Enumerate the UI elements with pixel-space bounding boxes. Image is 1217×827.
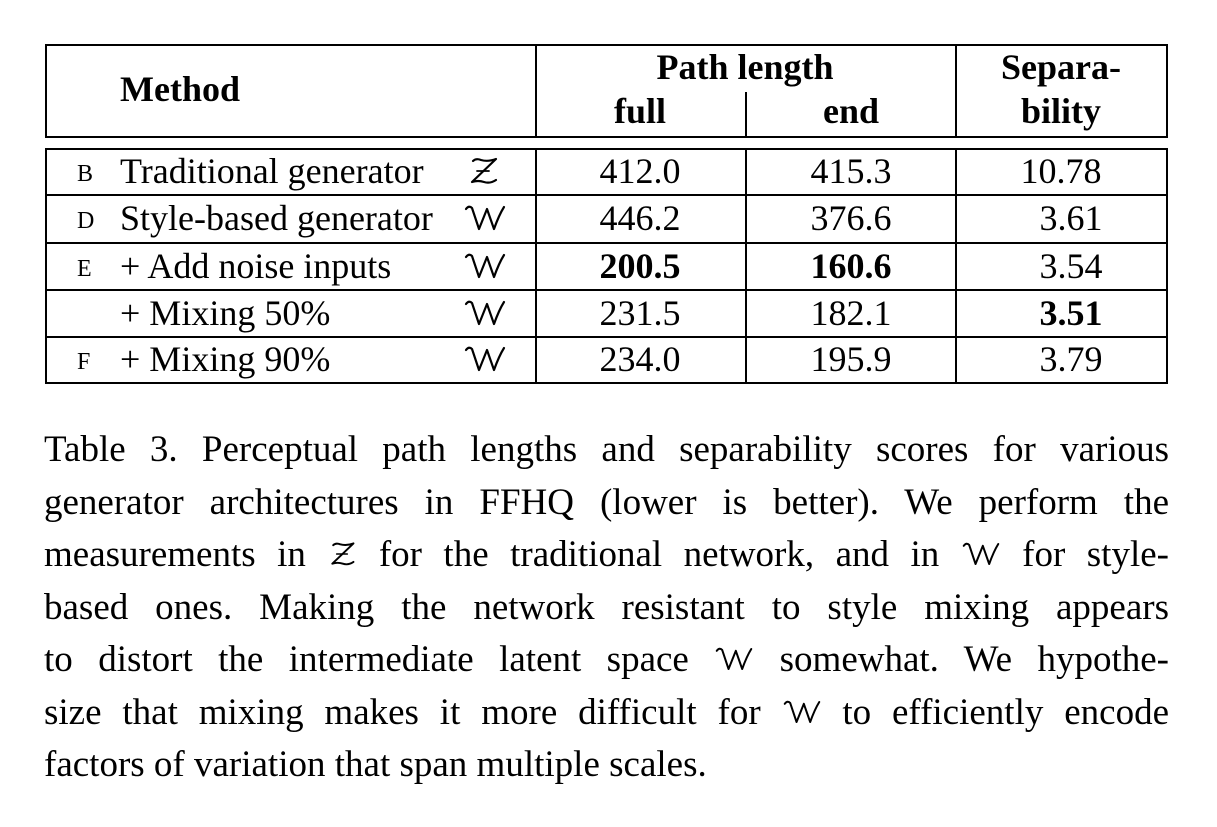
caption-line: size that mixing makes it more difficult… xyxy=(44,687,1169,740)
caption-text: for style- xyxy=(1000,534,1169,575)
row-method: Style-based generator xyxy=(120,198,433,238)
caption-text: to efficiently encode xyxy=(821,691,1169,733)
header-divider-full-end xyxy=(745,92,747,138)
body-divider-separability xyxy=(955,148,957,384)
row-letter: B xyxy=(77,161,94,187)
caption-text: to distort the intermediate latent space xyxy=(44,639,715,680)
caption-line: generator architectures in FFHQ (lower i… xyxy=(44,481,1169,523)
row-end: 415.3 xyxy=(810,151,892,191)
header-separability-2: bility xyxy=(1020,91,1102,131)
row-full: 200.5 xyxy=(599,246,681,286)
script-w-symbol xyxy=(783,700,820,723)
header-end: end xyxy=(822,91,880,131)
caption-line: Table 3. Perceptual path lengths and sep… xyxy=(44,429,1169,470)
header-divider-separability xyxy=(955,44,957,138)
row-letter: F xyxy=(77,349,91,375)
header-separability-1: Separa- xyxy=(1001,47,1121,87)
script-z-symbol xyxy=(470,157,498,184)
table-caption: Table 3. Perceptual path lengths and sep… xyxy=(44,424,1169,792)
caption-line: measurements in for the traditional netw… xyxy=(44,529,1169,582)
row-separability: 3.54 xyxy=(1039,246,1103,286)
header-full: full xyxy=(613,91,667,131)
table-header xyxy=(45,44,1168,138)
row-letter: E xyxy=(77,256,92,282)
row-full: 231.5 xyxy=(599,293,681,333)
script-w-symbol xyxy=(464,300,506,326)
row-full: 234.0 xyxy=(599,339,681,379)
caption-text: size that mixing makes it more difficult… xyxy=(44,691,782,733)
row-full: 446.2 xyxy=(599,198,681,238)
caption-line: factors of variation that span multiple … xyxy=(44,744,707,785)
row-separability: 3.51 xyxy=(1039,293,1103,333)
header-divider-method xyxy=(535,44,537,138)
row-divider xyxy=(45,194,1168,196)
script-w-symbol xyxy=(464,253,506,279)
row-divider xyxy=(45,289,1168,291)
row-letter: D xyxy=(77,208,95,234)
row-method: + Add noise inputs xyxy=(120,246,392,286)
row-end: 195.9 xyxy=(810,339,892,379)
script-w-symbol xyxy=(464,346,506,372)
row-end: 182.1 xyxy=(810,293,892,333)
caption-text: measurements in xyxy=(44,534,328,575)
row-end: 160.6 xyxy=(810,246,892,286)
row-divider xyxy=(45,242,1168,244)
caption-text: somewhat. We hypothe- xyxy=(754,639,1169,680)
row-separability: 10.78 xyxy=(1020,151,1102,191)
row-method: + Mixing 90% xyxy=(120,339,331,379)
caption-line: based ones. Making the network resistant… xyxy=(44,586,1169,628)
row-separability: 3.79 xyxy=(1039,339,1103,379)
caption-text: for the traditional network, and in xyxy=(357,534,961,575)
row-separability: 3.61 xyxy=(1039,198,1103,238)
caption-line: to distort the intermediate latent space… xyxy=(44,634,1169,687)
script-w-symbol xyxy=(715,647,753,670)
header-path-length: Path length xyxy=(656,47,834,87)
row-divider xyxy=(45,336,1168,338)
table-body xyxy=(45,148,1168,384)
body-divider-method xyxy=(535,148,537,384)
body-divider-full-end xyxy=(745,148,747,384)
row-method: + Mixing 50% xyxy=(120,293,331,333)
script-w-symbol xyxy=(464,205,506,231)
row-end: 376.6 xyxy=(810,198,892,238)
row-method: Traditional generator xyxy=(120,151,424,191)
script-z-symbol xyxy=(331,542,355,566)
header-method: Method xyxy=(120,69,240,109)
script-w-symbol xyxy=(962,542,999,565)
row-full: 412.0 xyxy=(599,151,681,191)
